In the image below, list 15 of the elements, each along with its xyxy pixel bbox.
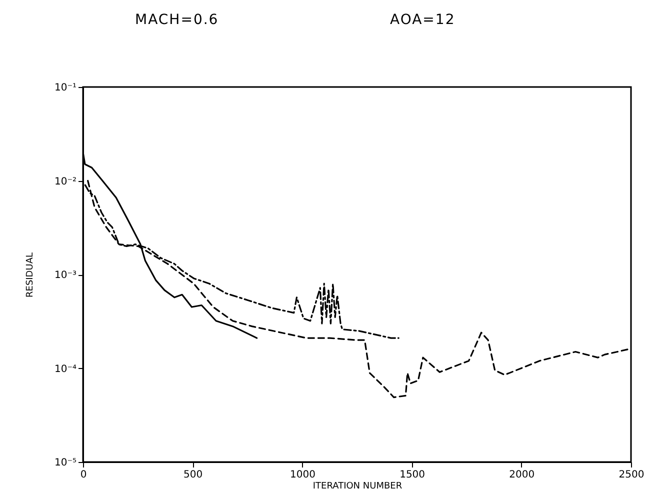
x-tick-label: 2000: [509, 470, 535, 480]
y-tick-label: 10⁻⁵: [54, 458, 76, 468]
y-tick-label: 10⁻²: [54, 176, 76, 188]
y-tick-label: 10⁻¹: [54, 82, 76, 94]
x-tick-label: 1500: [400, 470, 426, 480]
text: AOA=12: [390, 12, 456, 28]
y-axis-title: RESIDUAL: [25, 252, 36, 298]
x-axis-title: ITERATION NUMBER: [312, 482, 402, 492]
x-tick-label: 2500: [618, 470, 644, 480]
text: MACH=0.6: [135, 12, 219, 28]
y-tick-label: 10⁻³: [54, 270, 76, 281]
x-tick-label: 500: [184, 470, 203, 480]
y-tick-label: 10⁻⁴: [54, 364, 76, 375]
x-tick-label: 1000: [290, 470, 316, 480]
x-tick-label: 0: [80, 470, 87, 480]
